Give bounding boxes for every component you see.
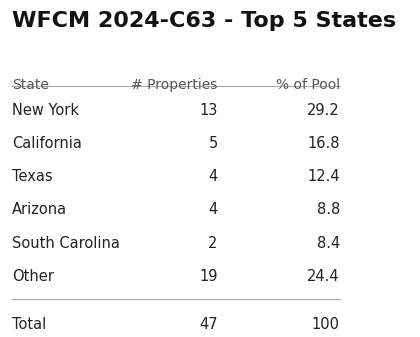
Text: Total: Total (12, 317, 46, 332)
Text: 47: 47 (199, 317, 218, 332)
Text: 8.8: 8.8 (317, 202, 340, 217)
Text: 24.4: 24.4 (307, 269, 340, 284)
Text: % of Pool: % of Pool (276, 78, 340, 92)
Text: 4: 4 (208, 169, 218, 184)
Text: 12.4: 12.4 (307, 169, 340, 184)
Text: 100: 100 (312, 317, 340, 332)
Text: 5: 5 (208, 136, 218, 151)
Text: 4: 4 (208, 202, 218, 217)
Text: # Properties: # Properties (131, 78, 218, 92)
Text: New York: New York (12, 103, 79, 118)
Text: 13: 13 (199, 103, 218, 118)
Text: California: California (12, 136, 82, 151)
Text: 2: 2 (208, 236, 218, 251)
Text: Texas: Texas (12, 169, 52, 184)
Text: WFCM 2024-C63 - Top 5 States: WFCM 2024-C63 - Top 5 States (12, 11, 396, 31)
Text: State: State (12, 78, 49, 92)
Text: South Carolina: South Carolina (12, 236, 120, 251)
Text: 8.4: 8.4 (317, 236, 340, 251)
Text: Arizona: Arizona (12, 202, 67, 217)
Text: 19: 19 (199, 269, 218, 284)
Text: 29.2: 29.2 (307, 103, 340, 118)
Text: 16.8: 16.8 (307, 136, 340, 151)
Text: Other: Other (12, 269, 54, 284)
